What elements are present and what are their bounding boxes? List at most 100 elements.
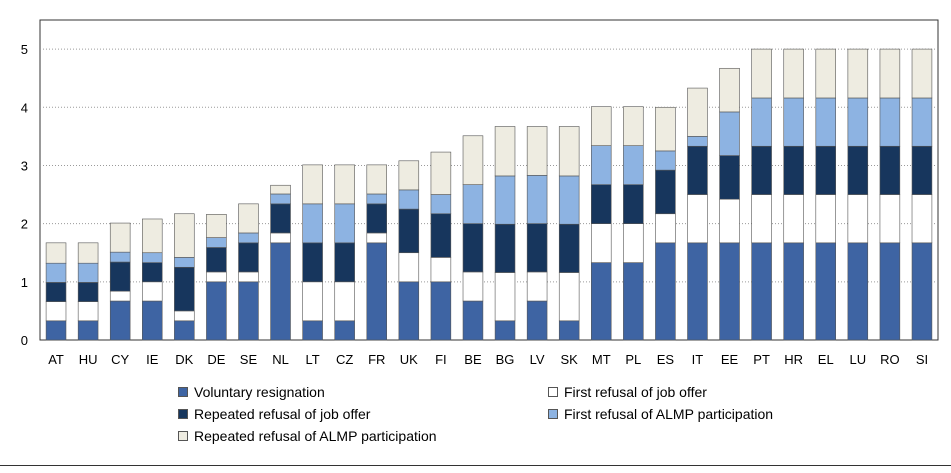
x-tick-label-CZ: CZ (336, 352, 353, 367)
bar-segment-CZ-0 (334, 320, 355, 341)
bar-segment-MT-1 (591, 223, 612, 263)
legend-label: First refusal of ALMP participation (564, 406, 774, 422)
bar-segment-MT-0 (591, 262, 612, 341)
bar-segment-FI-2 (430, 213, 452, 258)
bar-segment-SK-1 (558, 272, 580, 322)
bar-segment-EE-3 (719, 111, 740, 156)
bar-segment-IE-0 (142, 300, 163, 341)
bar-segment-LT-1 (302, 281, 323, 322)
bar-segment-AT-2 (45, 282, 67, 302)
bar-segment-DK-3 (174, 257, 195, 268)
bar-segment-BG-1 (494, 272, 516, 322)
legend-label: First refusal of job offer (564, 384, 707, 400)
y-tick-label: 3 (21, 158, 28, 173)
x-tick-label-EL: EL (818, 352, 834, 367)
bar-segment-IT-3 (687, 136, 708, 147)
bar-segment-PL-0 (623, 262, 644, 341)
legend-item: Repeated refusal of ALMP participation (178, 428, 437, 444)
bar-segment-LV-3 (526, 175, 548, 224)
bar-segment-EL-0 (815, 242, 836, 341)
x-tick-label-ES: ES (657, 352, 675, 367)
bar-segment-FR-0 (366, 242, 387, 341)
x-tick-label-IT: IT (692, 352, 704, 367)
x-tick-label-AT: AT (48, 352, 64, 367)
bar-segment-ES-3 (655, 150, 676, 171)
bar-segment-SK-3 (558, 175, 580, 225)
bar-segment-SI-0 (911, 242, 933, 341)
legend-swatch (178, 431, 188, 441)
bar-segment-CZ-2 (334, 242, 355, 283)
bar-segment-HU-0 (77, 320, 99, 341)
bar-segment-FI-4 (430, 151, 452, 195)
bar-segment-AT-4 (45, 242, 67, 264)
x-tick-label-PT: PT (753, 352, 770, 367)
x-tick-label-FI: FI (435, 352, 447, 367)
legend-item: Repeated refusal of job offer (178, 406, 370, 422)
bar-segment-LU-4 (847, 48, 869, 99)
bar-segment-AT-1 (45, 301, 67, 322)
bar-segment-LU-0 (847, 242, 869, 341)
bar-segment-UK-2 (398, 208, 420, 254)
x-tick-label-LT: LT (305, 352, 319, 367)
bar-segment-ES-2 (655, 169, 676, 215)
bar-segment-LT-2 (302, 242, 323, 283)
bar-segment-SE-0 (238, 281, 259, 341)
x-tick-label-SI: SI (916, 352, 928, 367)
bar-segment-IT-2 (687, 145, 708, 195)
x-tick-label-CY: CY (111, 352, 129, 367)
bar-segment-IE-4 (142, 218, 163, 254)
bar-segment-MT-2 (591, 184, 612, 224)
x-tick-label-BG: BG (496, 352, 515, 367)
bar-segment-PT-3 (751, 97, 772, 147)
bar-segment-EL-4 (815, 48, 836, 99)
bar-segment-DK-2 (174, 266, 195, 312)
bar-segment-BG-0 (494, 320, 516, 341)
bar-segment-LU-3 (847, 97, 869, 147)
chart-legend: Voluntary resignation First refusal of jo… (178, 384, 798, 450)
bar-segment-CZ-3 (334, 203, 355, 244)
bar-segment-SK-0 (558, 320, 580, 341)
y-tick-label: 4 (21, 100, 28, 115)
bar-segment-FI-3 (430, 194, 452, 215)
bar-segment-AT-0 (45, 320, 67, 341)
x-tick-label-MT: MT (592, 352, 611, 367)
bar-segment-SE-4 (238, 203, 259, 234)
plot-area-frame (39, 19, 939, 341)
bar-segment-IT-1 (687, 194, 708, 244)
bar-segment-NL-3 (270, 193, 291, 205)
x-tick-label-IE: IE (146, 352, 159, 367)
bar-segment-BE-2 (462, 223, 484, 273)
bar-segment-LV-2 (526, 223, 548, 273)
bar-segment-BG-4 (494, 126, 516, 177)
legend-item: Voluntary resignation (178, 384, 325, 400)
bar-segment-CY-3 (109, 251, 131, 263)
y-tick-label: 2 (21, 217, 28, 232)
bar-segment-EL-3 (815, 97, 836, 147)
bar-segment-EE-4 (719, 67, 740, 113)
bar-segment-LT-3 (302, 203, 323, 244)
x-tick-label-DK: DK (175, 352, 193, 367)
bar-segment-BE-4 (462, 135, 484, 185)
x-tick-label-UK: UK (400, 352, 418, 367)
x-tick-label-BE: BE (464, 352, 482, 367)
x-tick-label-HR: HR (784, 352, 803, 367)
x-tick-label-SE: SE (240, 352, 258, 367)
bar-segment-NL-4 (270, 184, 291, 195)
bar-segment-LT-0 (302, 320, 323, 341)
x-tick-label-HU: HU (79, 352, 98, 367)
bar-segment-FR-3 (366, 193, 387, 205)
bar-segment-PT-0 (751, 242, 772, 341)
bar-segment-PL-3 (623, 145, 644, 185)
bar-segment-ES-4 (655, 106, 676, 152)
bar-segment-RO-0 (879, 242, 901, 341)
bar-segment-DE-0 (206, 281, 227, 341)
bar-segment-RO-3 (879, 97, 901, 147)
y-tick-label: 0 (21, 333, 28, 348)
bar-segment-HU-4 (77, 242, 99, 264)
y-tick-label: 5 (21, 42, 28, 57)
bar-segment-IT-4 (687, 87, 708, 137)
x-tick-label-DE: DE (207, 352, 225, 367)
bar-segment-IT-0 (687, 242, 708, 341)
bar-segment-PL-2 (623, 184, 644, 224)
bar-segment-AT-3 (45, 262, 67, 283)
